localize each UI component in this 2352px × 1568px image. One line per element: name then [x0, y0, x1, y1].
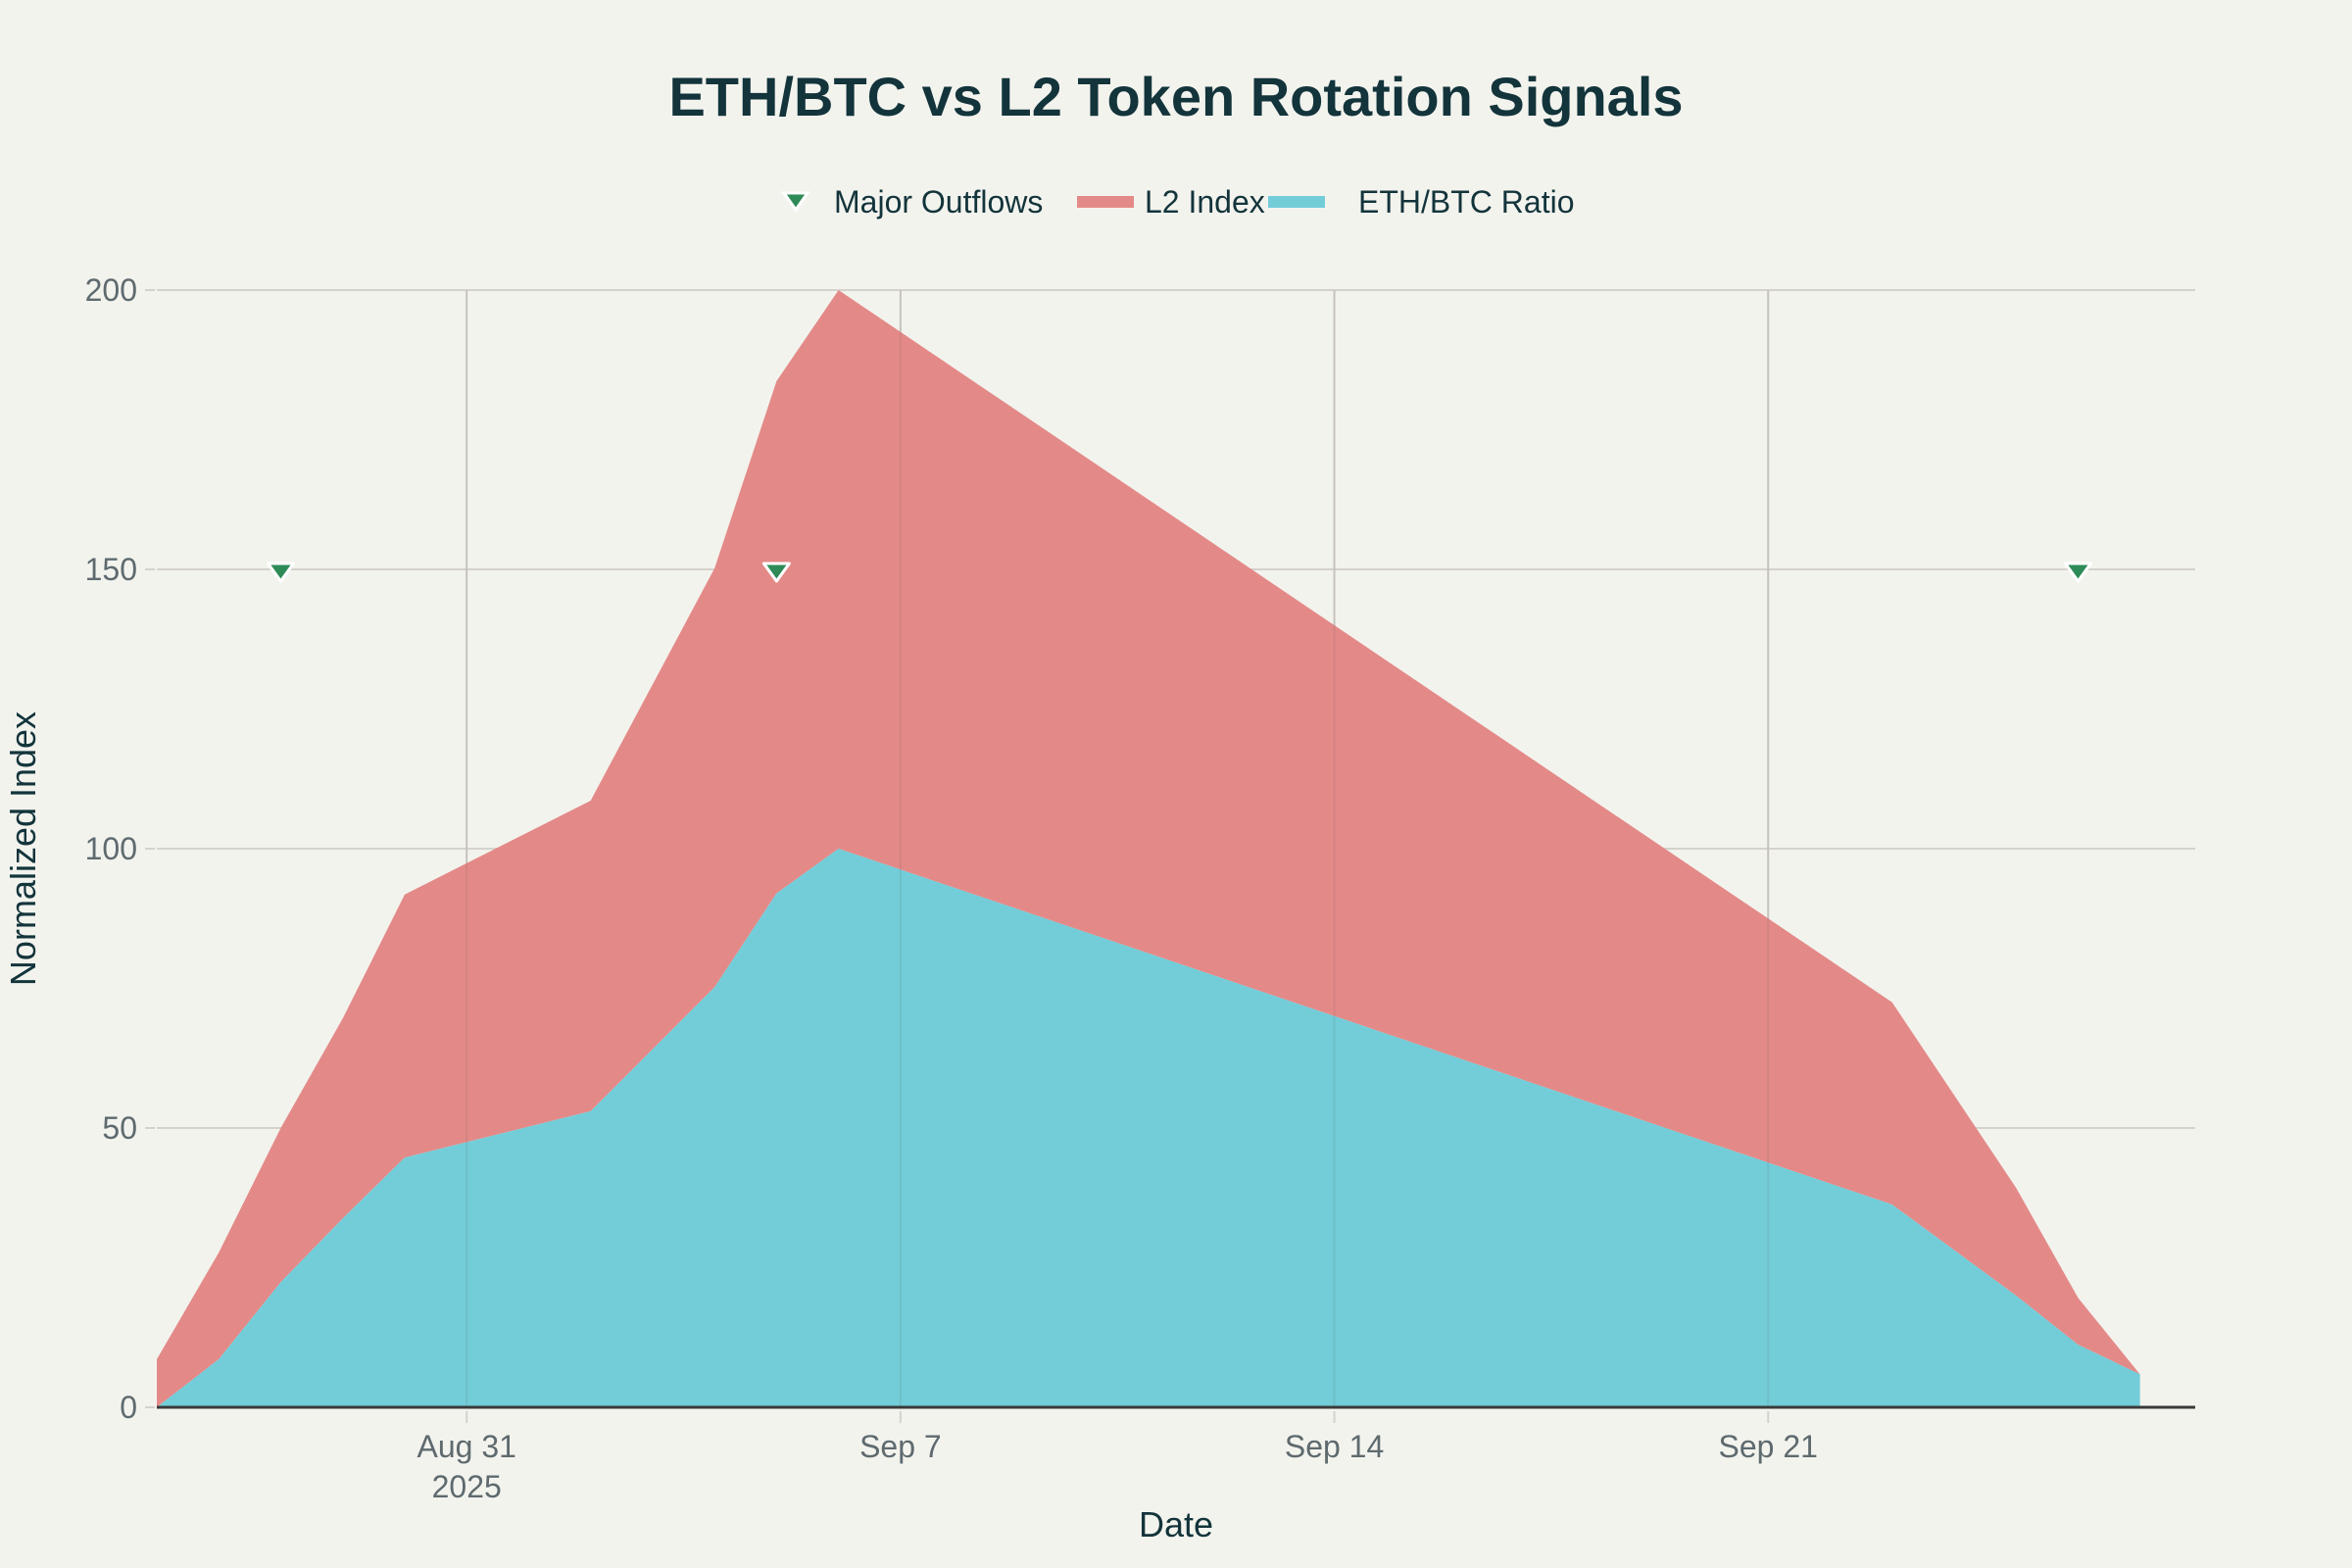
chart-title: ETH/BTC vs L2 Token Rotation Signals [668, 66, 1683, 127]
legend-item-eth-btc-ratio[interactable]: ETH/BTC Ratio [1268, 184, 1574, 220]
y-tick-label: 50 [102, 1110, 137, 1146]
y-axis-title: Normalized Index [3, 711, 43, 986]
x-tick-sublabel: 2025 [432, 1469, 502, 1504]
y-tick-label: 150 [85, 552, 137, 587]
legend: Major Outflows L2 Index ETH/BTC Ratio [781, 184, 1574, 220]
x-axis-ticks: Aug 31 2025 Sep 7 Sep 14 Sep 21 [416, 1411, 1818, 1504]
area-eth-btc-ratio [157, 849, 2140, 1407]
plot-areas [157, 290, 2140, 1407]
legend-item-major-outflows[interactable]: Major Outflows [781, 184, 1043, 220]
area-l2-index [157, 290, 2140, 1407]
y-axis-ticks: 0 50 100 150 200 [85, 272, 155, 1425]
y-tick-label: 200 [85, 272, 137, 308]
x-tick-label: Sep 14 [1285, 1429, 1384, 1464]
legend-item-l2-index[interactable]: L2 Index [1077, 184, 1265, 220]
legend-swatch-eth-btc [1268, 196, 1325, 208]
outflow-marker[interactable] [761, 562, 791, 583]
x-tick-label: Sep 7 [859, 1429, 942, 1464]
legend-label-l2-index: L2 Index [1145, 184, 1265, 220]
x-axis-title: Date [1139, 1504, 1213, 1544]
y-tick-label: 100 [85, 831, 137, 866]
outflow-marker[interactable] [266, 562, 295, 583]
legend-label-eth-btc: ETH/BTC Ratio [1358, 184, 1574, 220]
triangle-down-icon [781, 191, 810, 213]
outflow-markers [266, 562, 2092, 583]
y-tick-label: 0 [120, 1390, 137, 1425]
outflow-marker[interactable] [2063, 562, 2092, 583]
x-tick-label: Sep 21 [1719, 1429, 1818, 1464]
legend-swatch-l2-index [1077, 196, 1134, 208]
legend-label-major-outflows: Major Outflows [834, 184, 1043, 220]
vertical-gridlines-overlay [466, 290, 1770, 1407]
x-tick-label: Aug 31 [416, 1429, 515, 1464]
